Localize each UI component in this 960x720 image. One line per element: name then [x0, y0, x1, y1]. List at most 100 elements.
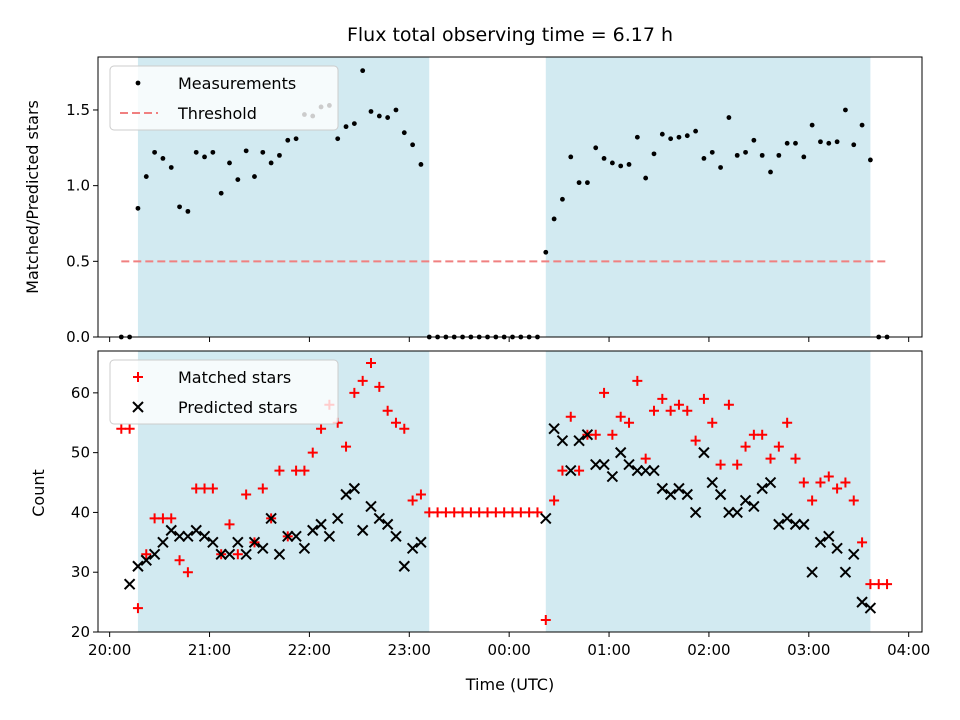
matched-star-point [124, 423, 135, 434]
predicted-star-point [165, 524, 177, 537]
matched-star-point [182, 567, 193, 578]
legend-measurement-swatch [135, 80, 141, 86]
matched-star-point [141, 549, 152, 560]
matched-star-point [299, 465, 310, 476]
chart-title: Flux total observing time = 6.17 h [347, 24, 673, 46]
measurement-point [676, 134, 682, 140]
matched-star-point [857, 537, 868, 548]
matched-star-point [790, 453, 801, 464]
matched-star-point [532, 507, 543, 518]
predicted-star-point [240, 548, 252, 560]
matched-star-point [765, 453, 776, 464]
legend: Matched stars Predicted stars [109, 359, 339, 425]
measurement-point [202, 154, 207, 160]
legend-box [109, 65, 339, 131]
matched-star-point [599, 387, 610, 398]
measurement-point [260, 149, 266, 155]
measurement-point [152, 149, 157, 155]
predicted-star-point [748, 500, 760, 513]
y-tick-label: 20 [71, 623, 90, 641]
matched-star-point [715, 459, 726, 470]
predicted-star-point [764, 476, 777, 489]
legend-label: Predicted stars [178, 398, 298, 417]
measurement-point [793, 140, 798, 146]
measurement-point [343, 124, 349, 130]
legend-label: Matched stars [178, 368, 291, 387]
matched-star-point [549, 495, 560, 506]
predicted-star-point [706, 476, 718, 489]
measurement-point [867, 157, 873, 163]
measurement-point [568, 154, 574, 160]
measurement-point [768, 169, 773, 175]
predicted-star-point [806, 566, 818, 578]
measurement-point [693, 128, 699, 134]
y-tick-label: 1.5 [66, 101, 90, 119]
matched-star-point [815, 477, 826, 488]
matched-star-point [665, 405, 676, 416]
predicted-star-point [390, 530, 402, 543]
y-tick-label: 60 [71, 384, 90, 402]
predicted-star-point [182, 530, 194, 543]
measurement-point [585, 180, 590, 186]
predicted-star-point [648, 464, 660, 477]
matched-star-point [690, 435, 701, 446]
measurement-point [659, 131, 665, 137]
matched-star-point [757, 429, 768, 440]
predicted-star-point [664, 488, 677, 501]
predicted-star-point [373, 512, 386, 525]
matched-star-point [732, 459, 743, 470]
predicted-star-point [739, 494, 752, 507]
ratio-panel: 0.0 0.5 1.0 1.5 Measurements Threshold [66, 56, 923, 346]
x-tick-label: 04:00 [887, 641, 930, 659]
predicted-star-point [282, 530, 294, 543]
matched-star-point [624, 417, 635, 428]
measurement-point [801, 154, 807, 160]
x-tick-label: 23:00 [388, 641, 431, 659]
predicted-star-point [590, 458, 602, 471]
legend-label: Measurements [178, 74, 296, 93]
y-axis-label-count: Count [29, 469, 48, 517]
y-axis-label-ratio: Matched/Predicted stars [23, 100, 42, 294]
matched-star-point [174, 555, 185, 566]
predicted-star-point [781, 512, 793, 525]
predicted-star-point [265, 512, 277, 525]
matched-star-point [640, 453, 651, 464]
predicted-star-point [565, 464, 577, 477]
measurement-point [410, 142, 416, 148]
predicted-star-point [290, 530, 302, 543]
measurement-point [401, 130, 407, 136]
matched-star-point [807, 495, 818, 506]
legend: Measurements Threshold [109, 65, 339, 131]
matched-star-point [232, 549, 243, 560]
predicted-star-point [731, 506, 743, 519]
measurement-point [418, 162, 424, 167]
matched-star-point [316, 423, 327, 434]
matched-star-point [615, 411, 626, 422]
matched-star-point [357, 375, 368, 386]
matched-star-point [574, 465, 585, 476]
predicted-star-point [598, 458, 610, 471]
measurement-point [818, 139, 823, 145]
measurement-point [551, 216, 557, 222]
predicted-star-point [215, 548, 227, 560]
y-tick-label: 30 [71, 563, 90, 581]
predicted-star-point [157, 536, 169, 549]
measurement-point [634, 134, 640, 140]
measurement-point [376, 113, 382, 119]
axes-frame [97, 56, 923, 338]
measurement-point [560, 196, 565, 202]
predicted-star-point [656, 482, 669, 495]
predicted-star-point [814, 536, 827, 549]
predicted-star-point [756, 482, 768, 495]
measurement-point [809, 122, 815, 128]
matched-star-point [590, 429, 601, 440]
predicted-star-point [198, 530, 211, 543]
matched-star-point [632, 375, 643, 386]
measurement-point [626, 162, 632, 167]
predicted-star-point [623, 458, 635, 471]
predicted-star-point [356, 524, 369, 537]
measurement-point [252, 174, 257, 179]
predicted-star-point [148, 548, 161, 560]
measurement-point [243, 148, 249, 154]
